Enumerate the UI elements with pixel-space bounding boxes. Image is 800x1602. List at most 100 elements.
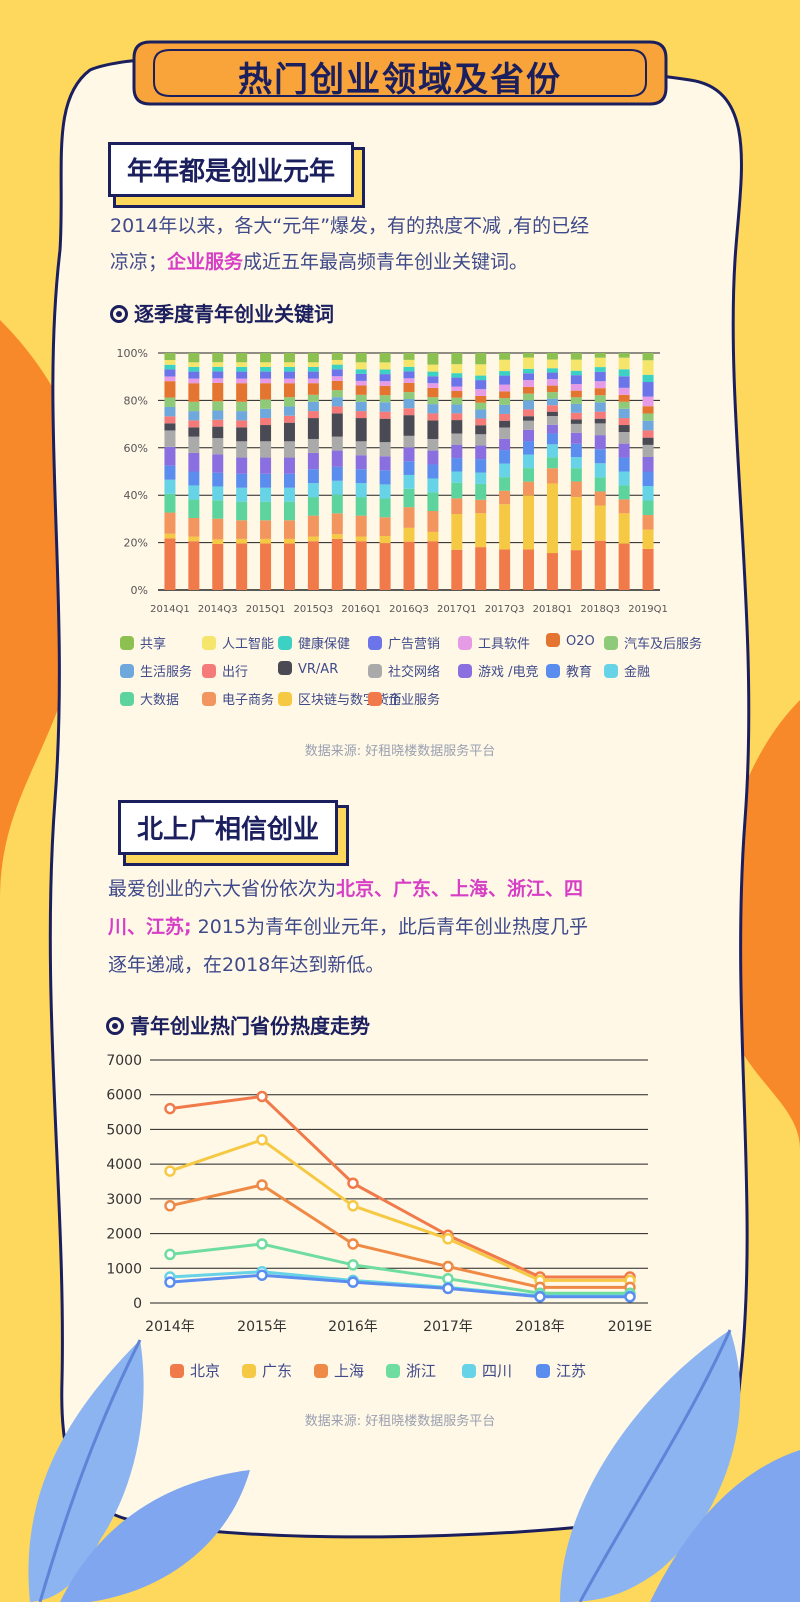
bar-segment bbox=[188, 436, 200, 453]
section1-line1: 2014年以来，各大“元年”爆发，有的热度不减 ,有的已经 bbox=[110, 215, 590, 237]
section1-highlight: 企业服务 bbox=[167, 251, 244, 273]
y-tick-label: 0% bbox=[131, 584, 148, 597]
bar-segment bbox=[331, 413, 343, 437]
bar-segment bbox=[570, 457, 582, 469]
bar-segment bbox=[475, 483, 487, 500]
bar-segment bbox=[236, 420, 248, 428]
bar-segment bbox=[355, 362, 367, 370]
bar-segment bbox=[355, 441, 367, 456]
bar-segment bbox=[451, 373, 463, 378]
bar-segment bbox=[355, 380, 367, 386]
series-line bbox=[169, 1094, 630, 1279]
y-tick-label: 4000 bbox=[106, 1157, 142, 1173]
bar-segment bbox=[523, 481, 535, 496]
bar-segment bbox=[331, 538, 343, 590]
bar-segment bbox=[307, 515, 319, 537]
bar-segment bbox=[642, 437, 654, 445]
bar-segment bbox=[594, 411, 606, 419]
data-point bbox=[347, 1276, 359, 1288]
bar-segment bbox=[451, 549, 463, 590]
bar-segment bbox=[451, 364, 463, 374]
legend-label: VR/AR bbox=[298, 662, 339, 677]
bar-segment bbox=[427, 478, 439, 493]
chart1-title-row: 逐季度青年创业关键词 bbox=[110, 298, 334, 327]
bar-segment bbox=[331, 380, 343, 391]
x-tick-label: 2018年 bbox=[515, 1319, 565, 1335]
bar-segment bbox=[236, 501, 248, 521]
bar-segment bbox=[499, 398, 511, 405]
bar-segment bbox=[570, 370, 582, 376]
bar-segment bbox=[451, 353, 463, 365]
bar-segment bbox=[331, 534, 343, 539]
data-point bbox=[347, 1200, 359, 1212]
y-tick-label: 100% bbox=[117, 347, 148, 360]
bar-segment bbox=[451, 377, 463, 387]
legend-swatch bbox=[202, 636, 216, 650]
x-tick-label: 2016Q1 bbox=[341, 604, 381, 615]
bar-segment bbox=[260, 543, 272, 590]
legend-swatch bbox=[368, 636, 382, 650]
bar-segment bbox=[403, 359, 415, 367]
bar-segment bbox=[427, 413, 439, 421]
bar-segment bbox=[403, 488, 415, 508]
bar-segment bbox=[451, 498, 463, 514]
bar-segment bbox=[618, 418, 630, 426]
y-tick-label: 2000 bbox=[106, 1227, 142, 1243]
legend-swatch bbox=[458, 664, 472, 678]
bar-segment bbox=[260, 457, 272, 474]
bar-segment bbox=[499, 384, 511, 392]
bar-segment bbox=[164, 533, 176, 539]
bar-segment bbox=[212, 426, 224, 439]
bar-segment bbox=[212, 410, 224, 420]
bar-segment bbox=[355, 536, 367, 542]
bar-segment bbox=[618, 513, 630, 544]
bar-segment bbox=[283, 353, 295, 363]
bar-segment bbox=[188, 362, 200, 367]
bar-segment bbox=[188, 353, 200, 363]
x-tick-label: 2014年 bbox=[145, 1319, 195, 1335]
bar-segment bbox=[379, 353, 391, 363]
data-point bbox=[164, 1248, 176, 1261]
bar-segment bbox=[164, 493, 176, 513]
chart1-title: 逐季度青年创业关键词 bbox=[134, 302, 334, 326]
chart1-source: 数据来源: 好租晓楼数据服务平台 bbox=[304, 744, 496, 759]
bar-segment bbox=[283, 441, 295, 458]
legend-swatch bbox=[202, 664, 216, 678]
bar-segment bbox=[618, 425, 630, 432]
legend-label: 四川 bbox=[482, 1362, 513, 1380]
legend-label: 上海 bbox=[334, 1362, 365, 1380]
chart2-source: 数据来源: 好租晓楼数据服务平台 bbox=[304, 1414, 496, 1429]
legend-item: 浙江 bbox=[386, 1360, 436, 1381]
bar-segment bbox=[188, 499, 200, 518]
x-tick-label: 2017年 bbox=[423, 1319, 473, 1335]
bar-segment bbox=[451, 513, 463, 550]
bar-segment bbox=[475, 513, 487, 548]
bar-segment bbox=[499, 490, 511, 505]
bar-segment bbox=[594, 402, 606, 412]
bar-segment bbox=[236, 543, 248, 590]
bar-segment bbox=[523, 409, 535, 417]
x-tick-label: 2015Q3 bbox=[294, 604, 334, 615]
bar-segment bbox=[403, 371, 415, 379]
bar-segment bbox=[618, 471, 630, 486]
bar-segment bbox=[212, 472, 224, 487]
legend-label: 广告营销 bbox=[388, 637, 441, 652]
data-point bbox=[442, 1260, 454, 1273]
bar-segment bbox=[523, 353, 535, 358]
bar-segment bbox=[260, 371, 272, 379]
section1-paragraph: 2014年以来，各大“元年”爆发，有的热度不减 ,有的已经 凉凉；企业服务成近五… bbox=[110, 208, 710, 280]
legend-swatch bbox=[536, 1364, 550, 1378]
section1-heading: 年年都是创业元年 bbox=[108, 142, 355, 197]
bar-segment bbox=[427, 364, 439, 372]
bar-segment bbox=[499, 504, 511, 550]
legend-item: 北京 bbox=[170, 1360, 220, 1381]
data-point bbox=[347, 1177, 359, 1189]
bar-segment bbox=[379, 543, 391, 590]
bar-segment bbox=[594, 540, 606, 590]
legend-label: 共享 bbox=[140, 637, 167, 652]
legend-item: 金融 bbox=[604, 661, 650, 680]
bar-segment bbox=[355, 401, 367, 412]
bar-segment bbox=[642, 529, 654, 549]
bar-segment bbox=[355, 369, 367, 374]
bar-segment bbox=[451, 420, 463, 434]
